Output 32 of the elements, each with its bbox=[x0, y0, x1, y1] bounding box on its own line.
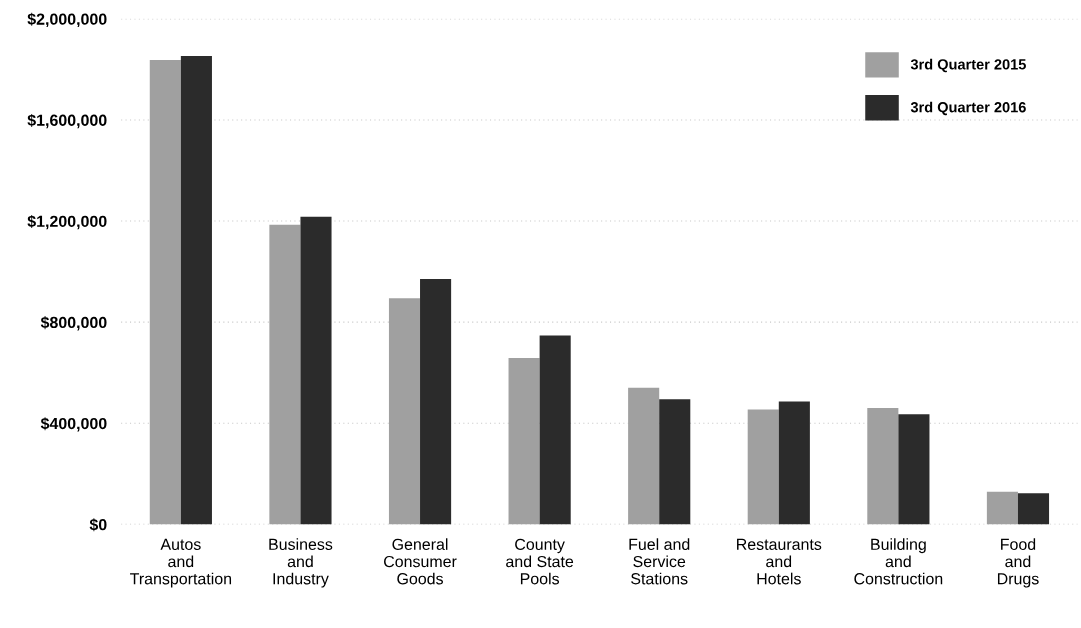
y-tick-label: $800,000 bbox=[40, 316, 107, 331]
y-tick-label: $400,000 bbox=[40, 417, 107, 432]
y-tick-label: $1,200,000 bbox=[27, 214, 107, 230]
x-tick-label: County and State Pools bbox=[506, 538, 574, 585]
bar bbox=[867, 408, 899, 525]
bar bbox=[628, 387, 660, 525]
bar bbox=[420, 278, 452, 525]
x-tick-label: General Consumer Goods bbox=[384, 538, 457, 585]
bar bbox=[149, 60, 181, 525]
legend-label: 3rd Quarter 2016 bbox=[910, 101, 1026, 116]
y-tick-label: $0 bbox=[89, 518, 107, 532]
x-tick-label: Business and Industry bbox=[269, 538, 333, 588]
x-tick-label: Restaurants and Hotels bbox=[737, 538, 822, 585]
bar bbox=[508, 358, 540, 525]
x-tick-label: Fuel and Service Stations bbox=[629, 538, 690, 585]
bar bbox=[659, 399, 691, 525]
y-tick-label: $1,600,000 bbox=[27, 113, 107, 129]
legend-label: 3rd Quarter 2015 bbox=[910, 58, 1026, 73]
x-tick-label: Food and Drugs bbox=[997, 538, 1039, 588]
x-tick-label: Autos and Transportation bbox=[130, 538, 232, 588]
bar bbox=[778, 401, 810, 525]
bar bbox=[986, 491, 1018, 525]
bar bbox=[747, 409, 779, 525]
bar bbox=[539, 335, 571, 525]
bar bbox=[180, 56, 212, 525]
bar bbox=[1017, 493, 1050, 525]
y-tick-label: $2,000,000 bbox=[27, 12, 107, 28]
bar bbox=[300, 216, 332, 525]
bar bbox=[388, 298, 421, 525]
bar bbox=[898, 414, 930, 525]
x-tick-label: Building and Construction bbox=[854, 538, 943, 585]
bar bbox=[269, 224, 301, 525]
